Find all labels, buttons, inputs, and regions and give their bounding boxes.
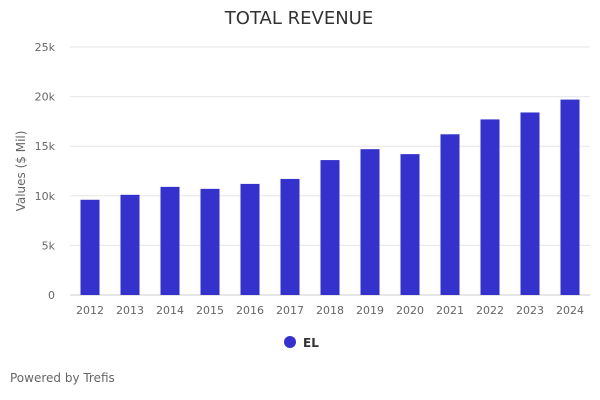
x-tick-label: 2017 (276, 304, 304, 317)
x-tick-label: 2021 (436, 304, 464, 317)
x-tick-label: 2012 (76, 304, 104, 317)
y-axis-title: Values ($ Mil) (14, 131, 28, 212)
legend-marker-el (284, 336, 296, 348)
x-tick-label: 2019 (356, 304, 384, 317)
x-tick-label: 2024 (556, 304, 584, 317)
y-tick-label: 15k (35, 140, 56, 153)
bar-2016[interactable] (240, 183, 260, 295)
y-tick-label: 25k (35, 41, 56, 54)
y-tick-label: 20k (35, 91, 56, 104)
powered-by-credit[interactable]: Powered by Trefis (10, 371, 115, 385)
bar-2020[interactable] (400, 154, 420, 295)
x-tick-label: 2015 (196, 304, 224, 317)
bar-2024[interactable] (560, 99, 580, 296)
x-tick-label: 2022 (476, 304, 504, 317)
x-axis-ticks: 2012 2013 2014 2015 2016 2017 2018 2019 2020 2021… (76, 304, 584, 317)
x-tick-label: 2013 (116, 304, 144, 317)
bar-2014[interactable] (160, 186, 180, 295)
bar-2022[interactable] (480, 119, 500, 295)
y-tick-label: 0 (48, 289, 55, 302)
bar-2017[interactable] (280, 178, 300, 295)
bar-2019[interactable] (360, 149, 380, 295)
bar-2021[interactable] (440, 134, 460, 295)
x-tick-label: 2023 (516, 304, 544, 317)
bar-2013[interactable] (120, 194, 140, 295)
chart-title: TOTAL REVENUE (224, 8, 373, 29)
x-tick-label: 2014 (156, 304, 184, 317)
bar-2012[interactable] (80, 199, 100, 295)
x-tick-label: 2020 (396, 304, 424, 317)
bar-2023[interactable] (520, 112, 540, 295)
bars (80, 99, 580, 296)
y-axis-ticks: 0 5k 10k 15k 20k 25k (35, 41, 56, 302)
legend-label-el: EL (303, 336, 319, 350)
y-tick-label: 10k (35, 190, 56, 203)
x-tick-label: 2016 (236, 304, 264, 317)
bar-2018[interactable] (320, 160, 340, 295)
y-tick-label: 5k (42, 239, 56, 252)
x-tick-label: 2018 (316, 304, 344, 317)
bar-2015[interactable] (200, 188, 220, 295)
legend[interactable]: EL (284, 336, 319, 350)
